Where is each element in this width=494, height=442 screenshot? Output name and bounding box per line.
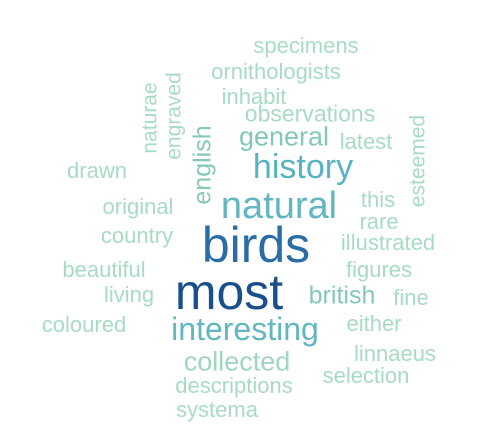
word-either: either: [346, 311, 402, 336]
word-english: english: [188, 125, 217, 205]
word-coloured: coloured: [41, 312, 127, 337]
word-linnaeus: linnaeus: [354, 341, 436, 366]
word-systema: systema: [176, 397, 258, 422]
word-collected: collected: [183, 346, 291, 377]
word-naturae: naturae: [138, 82, 162, 154]
word-country: country: [100, 223, 174, 248]
word-engraved: engraved: [162, 72, 186, 160]
word-inhabit: inhabit: [221, 84, 287, 109]
word-natural: natural: [220, 185, 338, 227]
word-birds: birds: [201, 217, 311, 273]
word-this: this: [360, 187, 396, 212]
word-specimens: specimens: [253, 33, 359, 58]
word-esteemed: esteemed: [406, 114, 430, 208]
word-figures: figures: [345, 257, 413, 282]
word-selection: selection: [322, 363, 410, 388]
word-history: history: [252, 148, 354, 186]
word-descriptions: descriptions: [175, 373, 293, 398]
word-most: most: [174, 264, 284, 320]
word-observations: observations: [244, 100, 376, 127]
word-british: british: [308, 281, 376, 310]
word-latest: latest: [339, 129, 393, 154]
word-general: general: [238, 121, 330, 152]
word-drawn: drawn: [67, 158, 127, 183]
word-beautiful: beautiful: [62, 257, 146, 282]
word-ornithologists: ornithologists: [211, 59, 341, 84]
word-rare: rare: [359, 209, 399, 234]
word-living: living: [103, 282, 155, 307]
word-interesting: interesting: [171, 311, 319, 347]
word-illustrated: illustrated: [340, 230, 436, 255]
word-fine: fine: [393, 285, 429, 310]
word-original: original: [102, 194, 174, 219]
